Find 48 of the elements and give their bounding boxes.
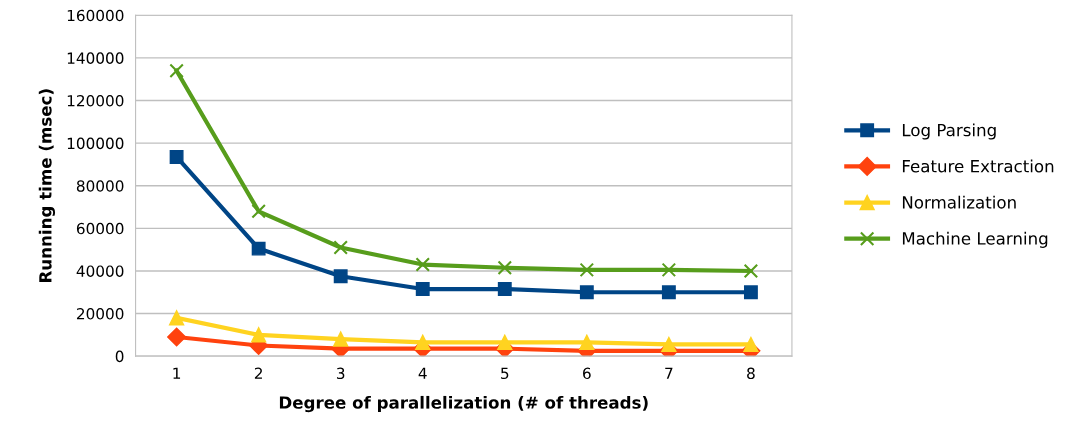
x-tick-label: 5	[501, 367, 509, 380]
point	[743, 336, 759, 353]
point	[333, 331, 349, 347]
y-tick-label: 60000	[76, 222, 124, 235]
point	[579, 262, 595, 278]
point	[333, 269, 348, 284]
point	[661, 285, 676, 300]
point	[251, 204, 266, 219]
y-tick-label: 40000	[76, 265, 124, 277]
x-tick-label: 1	[173, 367, 181, 379]
point	[661, 336, 677, 353]
x-tick-label: 8	[747, 367, 755, 380]
legend-label: Log Parsing	[902, 123, 996, 140]
x-tick-label: 3	[336, 367, 345, 380]
point	[169, 150, 184, 164]
y-axis-title: Running time (msec)	[38, 89, 56, 282]
legend-label: Feature Extraction	[902, 159, 1054, 173]
y-tick-label: 80000	[76, 180, 124, 192]
point	[168, 310, 185, 326]
point	[333, 240, 348, 255]
x-tick-label: 4	[418, 367, 427, 379]
y-tick-label: 0	[115, 350, 124, 363]
point	[743, 263, 759, 279]
point	[579, 334, 595, 350]
y-tick-label: 120000	[67, 94, 124, 107]
y-tick-label: 100000	[67, 137, 124, 150]
point	[415, 334, 431, 350]
x-tick-label: 6	[583, 367, 591, 380]
legend-label: Machine Learning	[902, 231, 1048, 248]
x-tick-label: 7	[665, 367, 673, 379]
point	[251, 241, 266, 256]
y-tick-label: 140000	[67, 52, 124, 64]
point	[743, 285, 758, 300]
point	[251, 327, 267, 343]
y-tick-label: 160000	[67, 9, 124, 22]
point	[497, 334, 513, 350]
x-axis-title: Degree of parallelization (# of threads)	[279, 395, 648, 413]
legend-label: Normalization	[902, 195, 1016, 209]
point	[167, 327, 187, 347]
point	[169, 63, 184, 78]
point	[579, 285, 594, 300]
y-tick-label: 20000	[76, 308, 124, 320]
point	[497, 260, 513, 276]
point	[415, 257, 431, 272]
x-tick-label: 2	[254, 367, 262, 379]
point	[497, 282, 512, 296]
point	[415, 282, 430, 296]
point	[661, 262, 677, 278]
